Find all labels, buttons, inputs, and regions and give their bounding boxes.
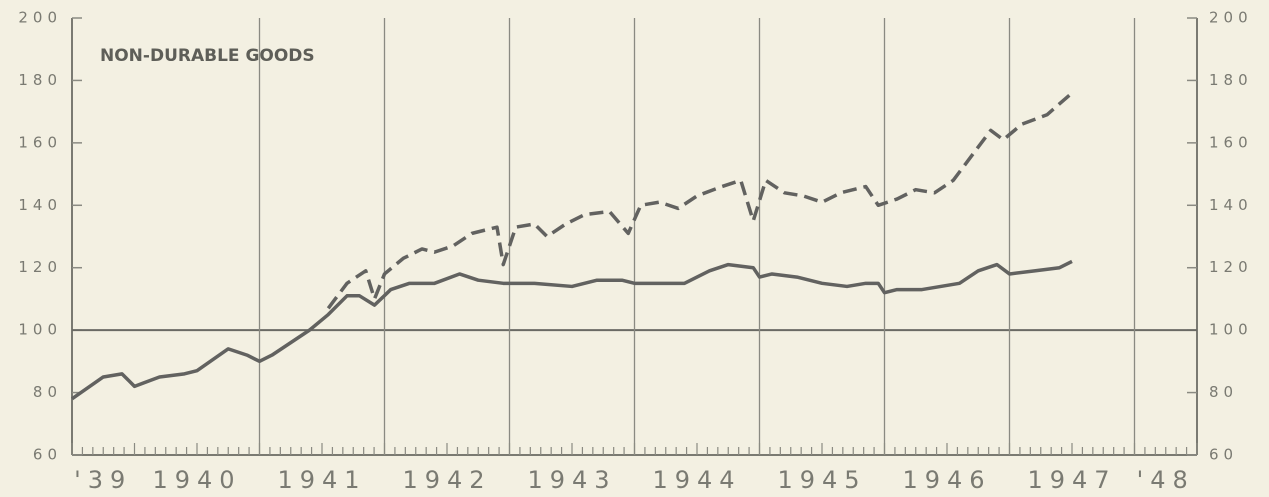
y-tick-label-right: 100 [1209,321,1253,339]
y-tick-label: 120 [18,258,62,276]
y-tick-label: 140 [18,196,62,214]
y-tick-label: 80 [33,383,62,401]
y-tick-label-right: 180 [1209,71,1253,89]
x-tick-label: 1947 [1027,466,1116,494]
y-tick-label: 100 [18,321,62,339]
data-line [70,259,1073,401]
y-tick-label: 180 [18,71,62,89]
x-tick-label: '39 [74,466,132,494]
y-tick-label-right: 80 [1209,383,1238,401]
chart-title: NON-DURABLE GOODS [100,46,315,66]
x-tick-label: 1942 [402,466,491,494]
x-tick-label: 1943 [527,466,616,494]
data-line [326,91,1074,310]
y-tick-label: 160 [18,133,62,151]
x-tick-label: 1944 [652,466,741,494]
x-tick-label: 1945 [777,466,866,494]
y-tick-label-right: 140 [1209,196,1253,214]
y-tick-label: 60 [33,446,62,464]
y-tick-label-right: 60 [1209,446,1238,464]
x-tick-label: 1940 [152,466,241,494]
x-tick-label: '48 [1137,466,1195,494]
y-tick-label-right: 200 [1209,9,1253,27]
x-tick-label: 1946 [902,466,991,494]
x-tick-label: 1941 [277,466,366,494]
y-tick-label-right: 120 [1209,258,1253,276]
y-tick-label-right: 160 [1209,133,1253,151]
y-tick-label: 200 [18,9,62,27]
